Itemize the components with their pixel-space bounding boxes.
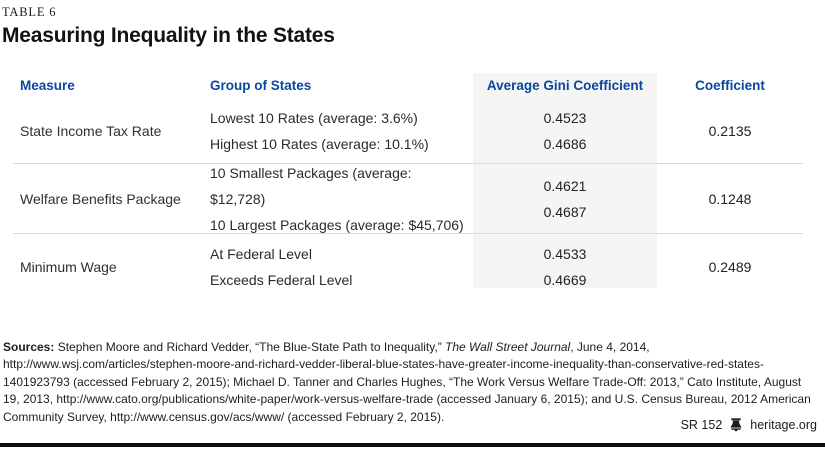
coefficient-value: 0.1248 <box>708 190 752 207</box>
column-header-average-gini-coefficient: Average Gini Coefficient <box>486 78 644 93</box>
column-header-measure: Measure <box>20 78 75 93</box>
measure-cell: Welfare Benefits Package <box>20 190 181 207</box>
bottom-rule-bar <box>0 443 825 447</box>
column-header-group-of-states: Group of States <box>210 78 312 93</box>
gini-column-highlight-band <box>473 73 657 288</box>
group-cell-line: At Federal Level <box>210 246 312 262</box>
sources-journal-title: The Wall Street Journal <box>445 340 571 354</box>
sources-text: , June 4, 2014, http://www.wsj.com/artic… <box>3 340 811 424</box>
gini-value: 0.4686 <box>543 136 587 152</box>
coefficient-value: 0.2489 <box>708 259 752 275</box>
heritage-bell-icon <box>728 417 744 433</box>
sources-text: Stephen Moore and Richard Vedder, “The B… <box>54 340 446 354</box>
gini-value: 0.4533 <box>543 246 587 262</box>
gini-value: 0.4523 <box>543 110 587 126</box>
measure-cell: State Income Tax Rate <box>20 123 162 139</box>
coefficient-value: 0.2135 <box>708 123 752 139</box>
table-row: State Income Tax Rate Lowest 10 Rates (a… <box>13 99 803 163</box>
report-id: SR 152 <box>680 418 723 432</box>
table-number-label: TABLE 6 <box>2 5 57 19</box>
page-title: Measuring Inequality in the States <box>2 24 335 47</box>
group-cell-line: Exceeds Federal Level <box>210 272 353 288</box>
table-row: Minimum Wage At Federal Level Exceeds Fe… <box>13 233 803 300</box>
site-name: heritage.org <box>750 418 817 432</box>
table-header-row: Measure Group of States Average Gini Coe… <box>13 72 803 99</box>
table-row: Welfare Benefits Package 10 Smallest Pac… <box>13 163 803 233</box>
page-footer: SR 152 heritage.org <box>681 417 817 433</box>
sources-label: Sources: <box>3 340 55 354</box>
measure-cell: Minimum Wage <box>20 259 117 275</box>
group-cell-line: 10 Largest Packages (average: $45,706) <box>210 216 464 233</box>
gini-value: 0.4621 <box>543 177 587 194</box>
group-cell-line: Highest 10 Rates (average: 10.1%) <box>210 136 429 152</box>
inequality-table: Measure Group of States Average Gini Coe… <box>13 72 803 300</box>
gini-value: 0.4669 <box>543 272 587 288</box>
gini-value: 0.4687 <box>543 203 587 220</box>
column-header-coefficient: Coefficient <box>695 78 765 93</box>
sources-note: Sources: Stephen Moore and Richard Vedde… <box>3 339 816 426</box>
group-cell-line: Lowest 10 Rates (average: 3.6%) <box>210 110 418 126</box>
group-cell-line: 10 Smallest Packages (average: $12,728) <box>210 164 420 207</box>
